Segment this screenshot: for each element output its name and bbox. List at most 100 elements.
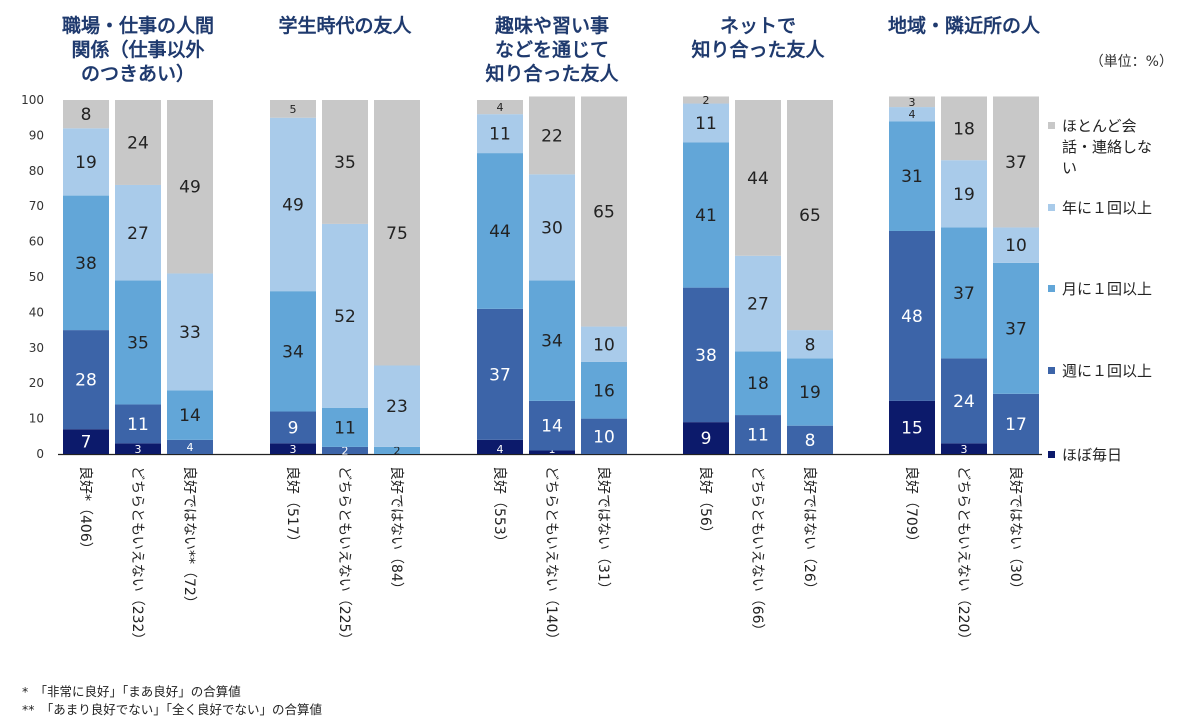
- legend-swatch: [1048, 204, 1055, 211]
- data-label: 7: [81, 433, 92, 453]
- bar-segment: [683, 422, 729, 454]
- bar-segment: [787, 358, 833, 426]
- bar-segment: [683, 103, 729, 143]
- data-label: 65: [799, 206, 821, 226]
- data-label: 35: [334, 153, 356, 173]
- data-label: 16: [593, 381, 615, 401]
- bar-segment: [581, 326, 627, 362]
- x-category-label: どちらともいえない（66）: [749, 466, 765, 638]
- footnote-2: ** 「あまり良好でない」「全く良好でない」の合算値: [22, 702, 323, 717]
- y-tick-label: 10: [29, 412, 44, 426]
- data-label: 2: [394, 444, 401, 457]
- data-label: 34: [282, 342, 304, 362]
- bar-segment: [322, 407, 368, 447]
- data-label: 11: [695, 114, 717, 134]
- bar-segment: [63, 429, 109, 454]
- data-label: 14: [179, 406, 201, 426]
- group-title: 知り合った友人: [485, 62, 619, 85]
- x-category-label: どちらともいえない（232）: [129, 466, 145, 646]
- bar-segment: [787, 425, 833, 454]
- bar-segment: [63, 330, 109, 430]
- x-category-label: 良好（56）: [697, 466, 713, 540]
- bar-segment: [941, 160, 987, 228]
- y-tick-label: 90: [29, 128, 44, 142]
- bar-segment: [683, 96, 729, 104]
- legend-label: 月に１回以上: [1062, 280, 1152, 298]
- bar-segment: [529, 400, 575, 451]
- legend-label: 年に１回以上: [1062, 199, 1152, 217]
- legend-swatch: [1048, 122, 1055, 129]
- bar-segment: [735, 415, 781, 454]
- data-label: 31: [901, 167, 923, 187]
- bar-segment: [115, 404, 161, 444]
- bar-segment: [889, 96, 935, 108]
- data-label: 37: [1005, 319, 1027, 339]
- bar-segment: [477, 308, 523, 440]
- data-label: 4: [187, 441, 194, 454]
- bar-segment: [787, 100, 833, 331]
- x-category-label: どちらともいえない（140）: [543, 466, 559, 646]
- bar-segment: [477, 100, 523, 115]
- bar-segment: [477, 153, 523, 309]
- bar-segment: [889, 400, 935, 454]
- bar-segment: [167, 100, 213, 274]
- bar-segment: [115, 280, 161, 405]
- data-label: 52: [334, 307, 356, 327]
- bar-segment: [477, 439, 523, 454]
- bar-segment: [941, 96, 987, 161]
- group-title: ネットで: [720, 15, 796, 37]
- data-label: 8: [805, 431, 816, 451]
- group-title: 職場・仕事の人間: [62, 14, 214, 37]
- group-title: 関係（仕事以外: [71, 38, 204, 61]
- data-label: 41: [695, 206, 717, 226]
- x-category-label: 良好ではない（31）: [595, 466, 611, 596]
- legend-swatch: [1048, 285, 1055, 292]
- data-label: 23: [386, 397, 408, 417]
- bar-segment: [529, 450, 575, 454]
- bar-segment: [374, 365, 420, 447]
- data-label: 3: [290, 443, 297, 456]
- data-label: 22: [541, 126, 563, 146]
- bar-segment: [322, 446, 368, 454]
- data-label: 8: [805, 335, 816, 355]
- bar-segment: [167, 273, 213, 391]
- bar-segment: [581, 361, 627, 419]
- bar-segment: [63, 128, 109, 196]
- x-category-label: どちらともいえない（220）: [955, 466, 971, 646]
- y-tick-label: 70: [29, 199, 44, 213]
- data-label: 9: [701, 429, 712, 449]
- data-label: 18: [747, 374, 769, 394]
- data-label: 37: [489, 365, 511, 385]
- bar-segment: [322, 100, 368, 224]
- bar-segment: [529, 280, 575, 401]
- y-tick-label: 80: [29, 164, 44, 178]
- bar-segment: [270, 291, 316, 412]
- data-label: 49: [282, 195, 304, 215]
- data-label: 15: [901, 418, 923, 438]
- unit-label: （単位：%）: [1090, 54, 1173, 70]
- bar-segment: [115, 443, 161, 454]
- bar-segment: [581, 418, 627, 454]
- data-label: 14: [541, 417, 563, 437]
- bar-segment: [941, 358, 987, 444]
- data-label: 35: [127, 333, 149, 353]
- bar-segment: [683, 287, 729, 423]
- data-label: 27: [127, 224, 149, 244]
- data-label: 2: [342, 444, 349, 457]
- bar-segment: [993, 227, 1039, 263]
- x-category-label: どちらともいえない（225）: [336, 466, 352, 646]
- data-label: 37: [953, 284, 975, 304]
- group-title: 地域・隣近所の人: [888, 14, 1041, 37]
- data-label: 27: [747, 295, 769, 315]
- data-label: 9: [288, 418, 299, 438]
- bar-segment: [270, 443, 316, 454]
- data-label: 37: [1005, 153, 1027, 173]
- bar-segment: [993, 262, 1039, 394]
- bar-segment: [63, 195, 109, 331]
- data-label: 10: [593, 427, 615, 447]
- data-label: 48: [901, 307, 923, 327]
- bar-segment: [115, 100, 161, 185]
- data-label: 44: [747, 169, 769, 189]
- x-category-label: 良好*（406）: [77, 466, 93, 556]
